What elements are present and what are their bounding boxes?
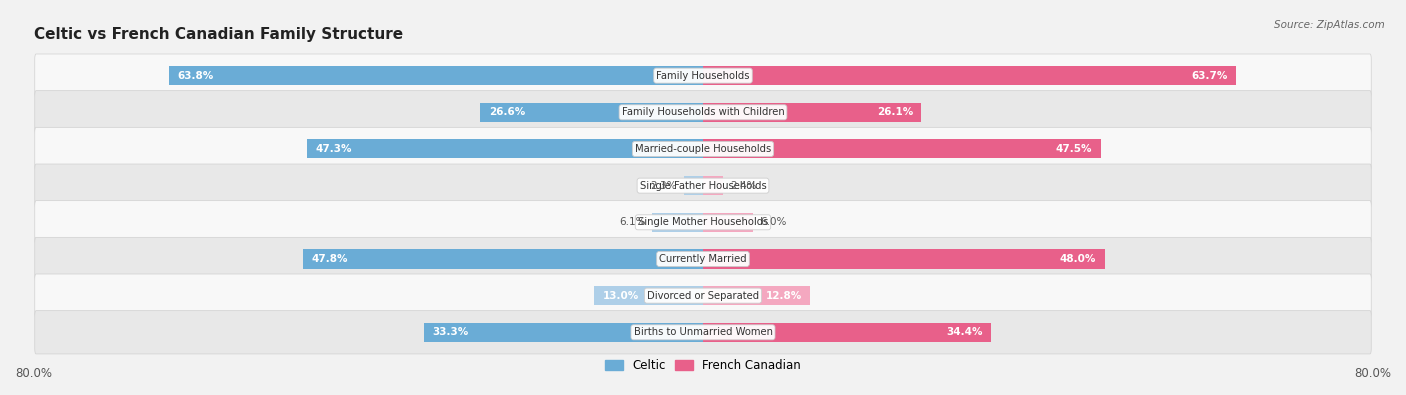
Text: Family Households with Children: Family Households with Children bbox=[621, 107, 785, 117]
Text: 13.0%: 13.0% bbox=[603, 291, 638, 301]
Bar bbox=[169, 66, 703, 85]
Text: 26.6%: 26.6% bbox=[489, 107, 524, 117]
Text: Celtic vs French Canadian Family Structure: Celtic vs French Canadian Family Structu… bbox=[34, 27, 402, 42]
Text: Currently Married: Currently Married bbox=[659, 254, 747, 264]
Bar bbox=[307, 139, 703, 158]
Text: Source: ZipAtlas.com: Source: ZipAtlas.com bbox=[1274, 20, 1385, 30]
Text: 6.0%: 6.0% bbox=[759, 217, 786, 227]
Text: Family Households: Family Households bbox=[657, 71, 749, 81]
Bar bbox=[652, 213, 703, 232]
Bar bbox=[703, 103, 921, 122]
Text: 2.3%: 2.3% bbox=[651, 181, 678, 191]
Bar bbox=[703, 139, 1101, 158]
Bar bbox=[425, 323, 703, 342]
FancyBboxPatch shape bbox=[35, 54, 1371, 97]
Text: Divorced or Separated: Divorced or Separated bbox=[647, 291, 759, 301]
FancyBboxPatch shape bbox=[35, 127, 1371, 171]
Bar bbox=[683, 176, 703, 195]
Bar bbox=[703, 66, 1236, 85]
Bar bbox=[703, 176, 723, 195]
Text: Single Mother Households: Single Mother Households bbox=[638, 217, 768, 227]
Bar bbox=[481, 103, 703, 122]
Text: 6.1%: 6.1% bbox=[619, 217, 645, 227]
Text: 2.4%: 2.4% bbox=[730, 181, 756, 191]
Text: 47.5%: 47.5% bbox=[1056, 144, 1092, 154]
Bar bbox=[302, 249, 703, 269]
Text: 63.8%: 63.8% bbox=[177, 71, 214, 81]
Text: 48.0%: 48.0% bbox=[1060, 254, 1097, 264]
Text: 47.3%: 47.3% bbox=[315, 144, 352, 154]
Text: 47.8%: 47.8% bbox=[311, 254, 347, 264]
Bar bbox=[595, 286, 703, 305]
Text: 34.4%: 34.4% bbox=[946, 327, 983, 337]
FancyBboxPatch shape bbox=[35, 164, 1371, 207]
FancyBboxPatch shape bbox=[35, 91, 1371, 134]
FancyBboxPatch shape bbox=[35, 201, 1371, 244]
Bar bbox=[703, 213, 754, 232]
Bar bbox=[703, 249, 1105, 269]
Text: Births to Unmarried Women: Births to Unmarried Women bbox=[634, 327, 772, 337]
FancyBboxPatch shape bbox=[35, 274, 1371, 317]
Bar bbox=[703, 323, 991, 342]
Text: Single Father Households: Single Father Households bbox=[640, 181, 766, 191]
Text: 26.1%: 26.1% bbox=[877, 107, 912, 117]
Text: 63.7%: 63.7% bbox=[1191, 71, 1227, 81]
Text: 12.8%: 12.8% bbox=[765, 291, 801, 301]
Legend: Celtic, French Canadian: Celtic, French Canadian bbox=[600, 354, 806, 377]
FancyBboxPatch shape bbox=[35, 311, 1371, 354]
Text: 33.3%: 33.3% bbox=[433, 327, 470, 337]
Bar bbox=[703, 286, 810, 305]
Text: Married-couple Households: Married-couple Households bbox=[636, 144, 770, 154]
FancyBboxPatch shape bbox=[35, 237, 1371, 280]
